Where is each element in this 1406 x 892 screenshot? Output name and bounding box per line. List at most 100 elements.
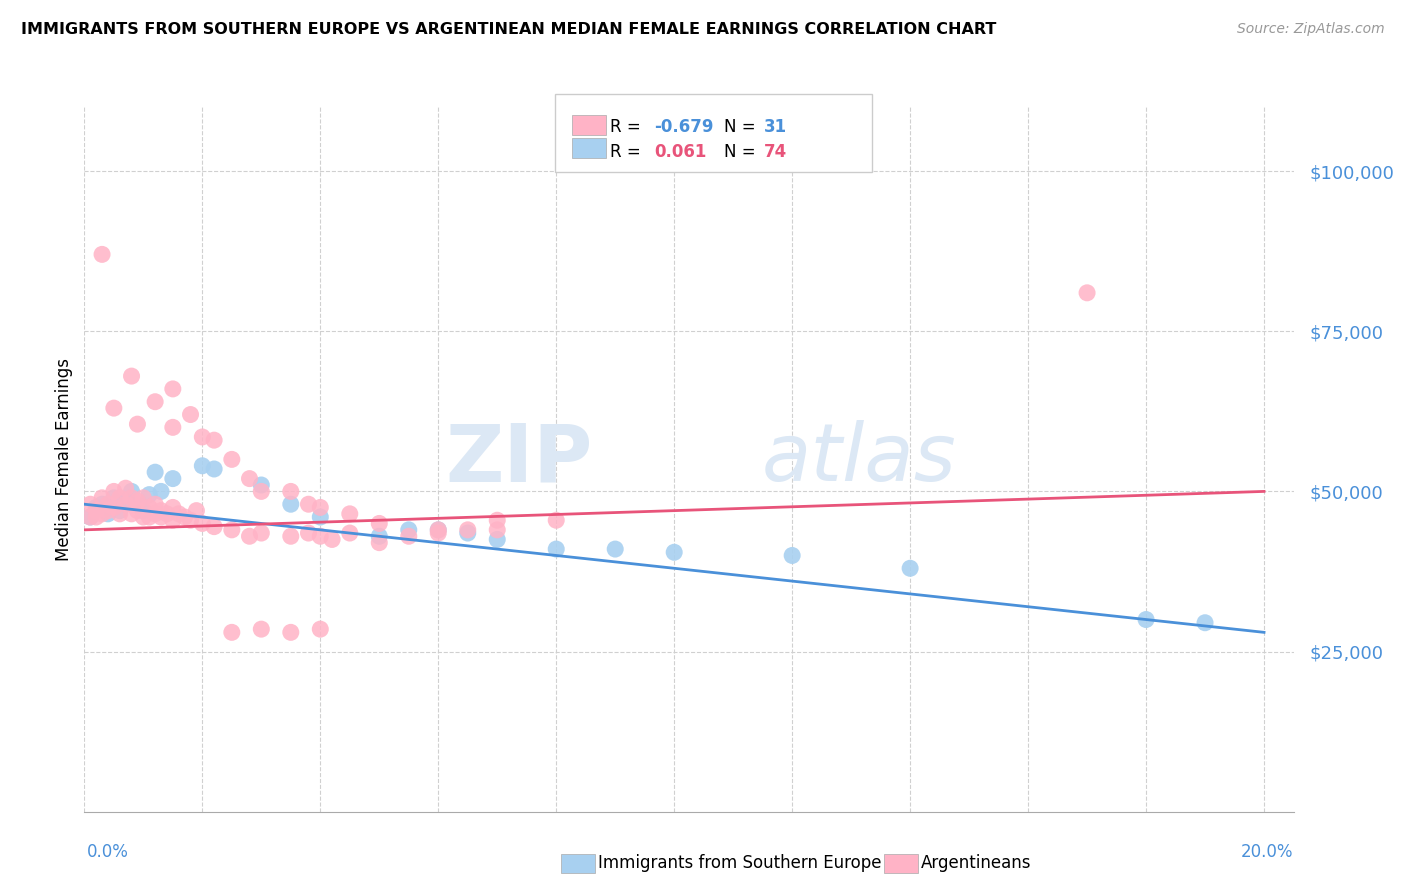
Point <box>84 510 107 524</box>
Point <box>180 513 202 527</box>
Point <box>368 535 391 549</box>
Point <box>339 526 361 541</box>
Text: 20.0%: 20.0% <box>1241 843 1294 861</box>
Point <box>180 408 202 422</box>
Point <box>79 510 101 524</box>
Point <box>91 497 114 511</box>
Point <box>138 487 160 501</box>
Point <box>79 510 101 524</box>
Point <box>898 561 921 575</box>
Point <box>162 420 184 434</box>
Point <box>339 507 361 521</box>
Point <box>162 382 184 396</box>
Point <box>427 526 450 541</box>
Point <box>221 625 243 640</box>
Point <box>79 497 101 511</box>
Point <box>280 625 302 640</box>
Point <box>191 458 214 473</box>
Point <box>138 510 160 524</box>
Point <box>97 497 120 511</box>
Point <box>162 500 184 515</box>
Point <box>457 526 479 541</box>
Point <box>457 523 479 537</box>
Text: ZIP: ZIP <box>444 420 592 499</box>
Point <box>664 545 686 559</box>
Text: R =: R = <box>610 118 647 136</box>
Point <box>162 513 184 527</box>
Point <box>143 507 166 521</box>
Point <box>250 478 273 492</box>
Point <box>84 503 107 517</box>
Point <box>132 491 155 505</box>
Point <box>221 452 243 467</box>
Point <box>167 507 190 521</box>
Point <box>202 519 225 533</box>
Point <box>127 497 149 511</box>
Point <box>427 523 450 537</box>
Point <box>114 497 136 511</box>
Point <box>103 401 125 416</box>
Point <box>250 526 273 541</box>
Point <box>605 542 627 557</box>
Point <box>1076 285 1098 300</box>
Point <box>132 503 155 517</box>
Point <box>127 503 149 517</box>
Point <box>150 510 173 524</box>
Point <box>108 507 131 521</box>
Point <box>186 503 208 517</box>
Point <box>250 484 273 499</box>
Point <box>121 369 143 384</box>
Point <box>103 484 125 499</box>
Text: atlas: atlas <box>762 420 956 499</box>
Text: 31: 31 <box>763 118 786 136</box>
Point <box>114 481 136 495</box>
Point <box>121 484 143 499</box>
Point <box>91 247 114 261</box>
Point <box>162 472 184 486</box>
Text: N =: N = <box>724 143 761 161</box>
Point <box>546 513 568 527</box>
Point <box>486 533 509 547</box>
Point <box>297 526 319 541</box>
Point <box>321 533 343 547</box>
Point <box>108 491 131 505</box>
Point <box>156 507 179 521</box>
Point <box>127 494 149 508</box>
Point <box>250 622 273 636</box>
Point <box>368 529 391 543</box>
Point <box>202 462 225 476</box>
Point <box>97 507 120 521</box>
Point <box>238 472 260 486</box>
Text: 0.061: 0.061 <box>654 143 706 161</box>
Point <box>191 516 214 531</box>
Point <box>97 503 120 517</box>
Point <box>103 500 125 515</box>
Point <box>108 503 131 517</box>
Point <box>150 503 173 517</box>
Point <box>780 549 803 563</box>
Point <box>143 394 166 409</box>
Text: 0.0%: 0.0% <box>87 843 129 861</box>
Text: Argentineans: Argentineans <box>921 855 1032 872</box>
Point <box>173 510 195 524</box>
Point <box>309 500 332 515</box>
Text: R =: R = <box>610 143 647 161</box>
Point <box>427 523 450 537</box>
Text: Immigrants from Southern Europe: Immigrants from Southern Europe <box>598 855 882 872</box>
Point <box>297 497 319 511</box>
Point <box>280 497 302 511</box>
Point <box>309 510 332 524</box>
Point <box>238 529 260 543</box>
Point <box>121 507 143 521</box>
Text: -0.679: -0.679 <box>654 118 713 136</box>
Point <box>280 529 302 543</box>
Text: 74: 74 <box>763 143 787 161</box>
Point <box>150 484 173 499</box>
Point <box>398 523 420 537</box>
Point <box>1135 613 1157 627</box>
Y-axis label: Median Female Earnings: Median Female Earnings <box>55 358 73 561</box>
Point <box>202 433 225 447</box>
Point <box>143 497 166 511</box>
Point <box>398 529 420 543</box>
Text: N =: N = <box>724 118 761 136</box>
